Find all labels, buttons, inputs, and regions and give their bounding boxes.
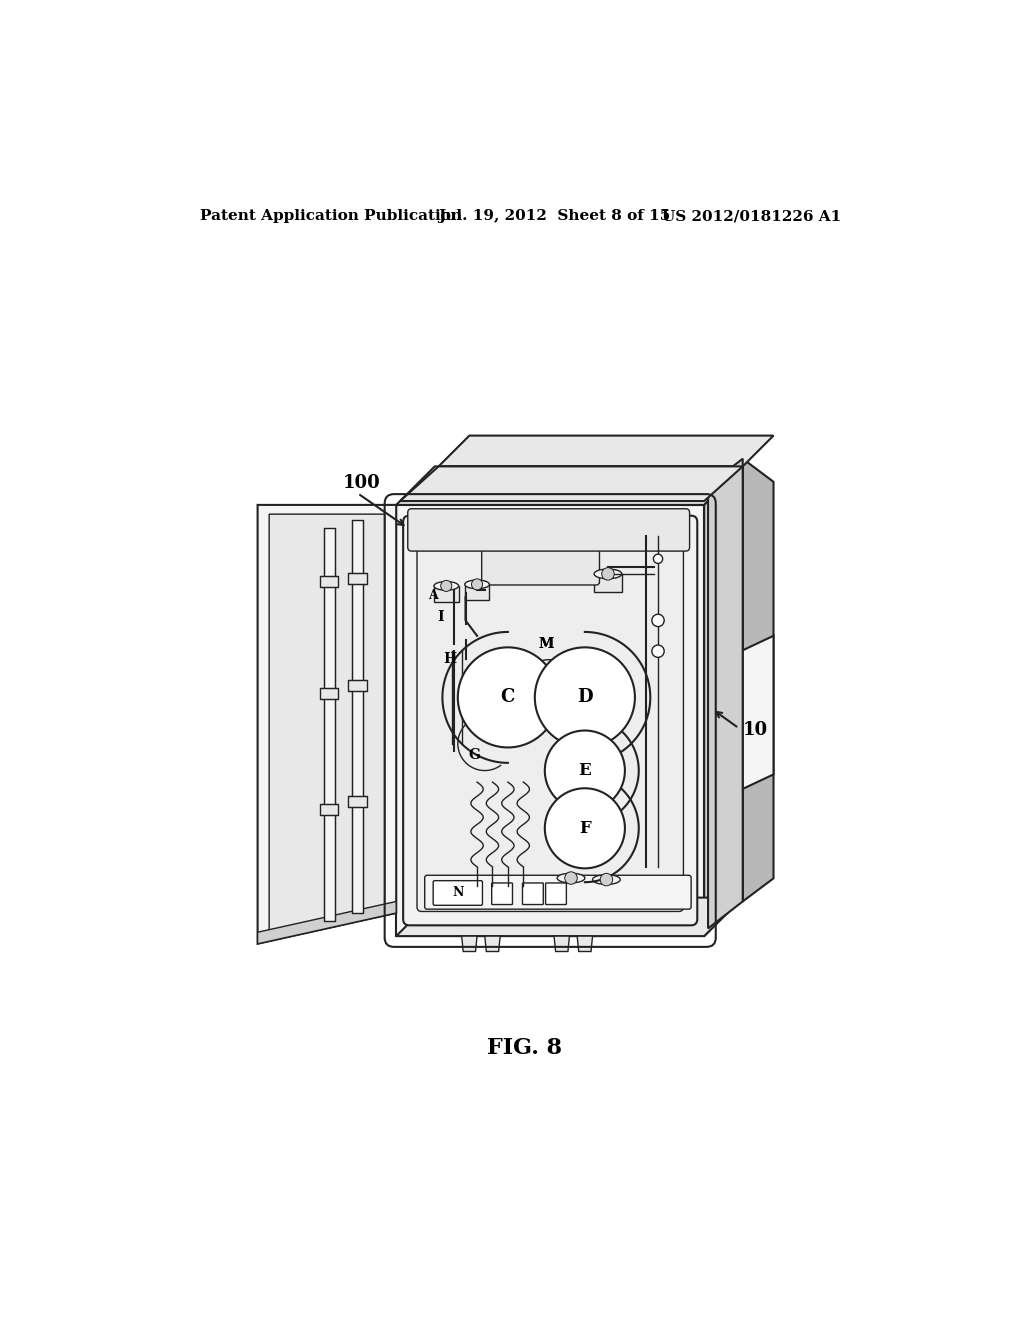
- Polygon shape: [319, 688, 339, 700]
- Polygon shape: [708, 459, 742, 928]
- Text: G: G: [469, 748, 480, 762]
- Polygon shape: [348, 680, 367, 692]
- Polygon shape: [434, 586, 459, 602]
- Circle shape: [440, 581, 452, 591]
- Circle shape: [535, 647, 635, 747]
- Text: M: M: [539, 636, 554, 651]
- Polygon shape: [319, 804, 339, 814]
- Polygon shape: [396, 506, 705, 936]
- Polygon shape: [319, 577, 339, 587]
- FancyBboxPatch shape: [481, 544, 599, 585]
- FancyBboxPatch shape: [425, 875, 691, 909]
- Circle shape: [545, 730, 625, 810]
- Ellipse shape: [465, 579, 489, 589]
- FancyBboxPatch shape: [408, 508, 689, 552]
- Text: Jul. 19, 2012  Sheet 8 of 15: Jul. 19, 2012 Sheet 8 of 15: [438, 209, 671, 223]
- Text: F: F: [579, 820, 591, 837]
- Text: M: M: [539, 636, 554, 651]
- Text: H: H: [443, 652, 457, 665]
- Circle shape: [565, 871, 578, 884]
- FancyBboxPatch shape: [492, 883, 512, 904]
- Circle shape: [600, 874, 612, 886]
- Ellipse shape: [594, 569, 622, 578]
- Polygon shape: [258, 506, 396, 944]
- Polygon shape: [465, 585, 489, 601]
- Polygon shape: [348, 573, 367, 583]
- Polygon shape: [324, 528, 335, 921]
- FancyBboxPatch shape: [403, 516, 697, 925]
- Text: D: D: [578, 689, 593, 706]
- Ellipse shape: [434, 582, 459, 590]
- Polygon shape: [462, 936, 477, 952]
- Polygon shape: [705, 466, 742, 936]
- Text: E: E: [579, 762, 591, 779]
- Polygon shape: [593, 879, 621, 898]
- Polygon shape: [396, 898, 742, 936]
- Polygon shape: [352, 520, 364, 913]
- Text: Patent Application Publication: Patent Application Publication: [200, 209, 462, 223]
- Text: C: C: [501, 689, 515, 706]
- Text: 10: 10: [742, 721, 768, 739]
- Text: A: A: [428, 589, 438, 602]
- Polygon shape: [269, 515, 385, 932]
- Polygon shape: [258, 902, 396, 944]
- Polygon shape: [554, 936, 569, 952]
- Circle shape: [458, 647, 558, 747]
- Circle shape: [545, 788, 625, 869]
- Circle shape: [653, 554, 663, 564]
- Circle shape: [471, 578, 482, 590]
- Text: US 2012/0181226 A1: US 2012/0181226 A1: [662, 209, 841, 223]
- Polygon shape: [408, 520, 692, 921]
- Circle shape: [602, 568, 614, 579]
- Circle shape: [652, 614, 665, 627]
- Text: I: I: [437, 610, 444, 623]
- Polygon shape: [708, 636, 773, 805]
- Text: FIG. 8: FIG. 8: [487, 1036, 562, 1059]
- Polygon shape: [400, 466, 742, 502]
- Ellipse shape: [557, 874, 585, 883]
- Polygon shape: [396, 466, 742, 506]
- FancyBboxPatch shape: [417, 531, 683, 911]
- Ellipse shape: [593, 875, 621, 884]
- Polygon shape: [557, 878, 585, 896]
- FancyBboxPatch shape: [433, 880, 482, 906]
- Text: N: N: [453, 887, 464, 899]
- FancyBboxPatch shape: [546, 883, 566, 904]
- Text: 100: 100: [342, 474, 380, 492]
- Polygon shape: [484, 936, 500, 952]
- Polygon shape: [348, 796, 367, 807]
- FancyBboxPatch shape: [522, 883, 544, 904]
- Polygon shape: [594, 574, 622, 591]
- Polygon shape: [438, 436, 773, 466]
- Circle shape: [652, 645, 665, 657]
- Polygon shape: [578, 936, 593, 952]
- Polygon shape: [742, 459, 773, 902]
